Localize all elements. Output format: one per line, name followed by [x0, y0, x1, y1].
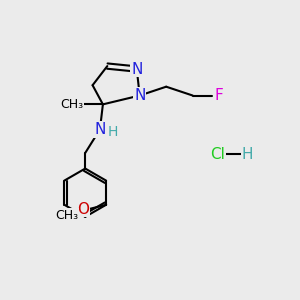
Text: H: H: [108, 125, 119, 139]
Text: Cl: Cl: [210, 147, 225, 162]
Text: N: N: [131, 61, 142, 76]
Text: N: N: [94, 122, 106, 137]
Text: H: H: [242, 147, 253, 162]
Text: CH₃: CH₃: [55, 208, 78, 222]
Text: F: F: [215, 88, 224, 103]
Text: O: O: [77, 202, 89, 217]
Text: N: N: [134, 88, 146, 103]
Text: CH₃: CH₃: [60, 98, 83, 111]
